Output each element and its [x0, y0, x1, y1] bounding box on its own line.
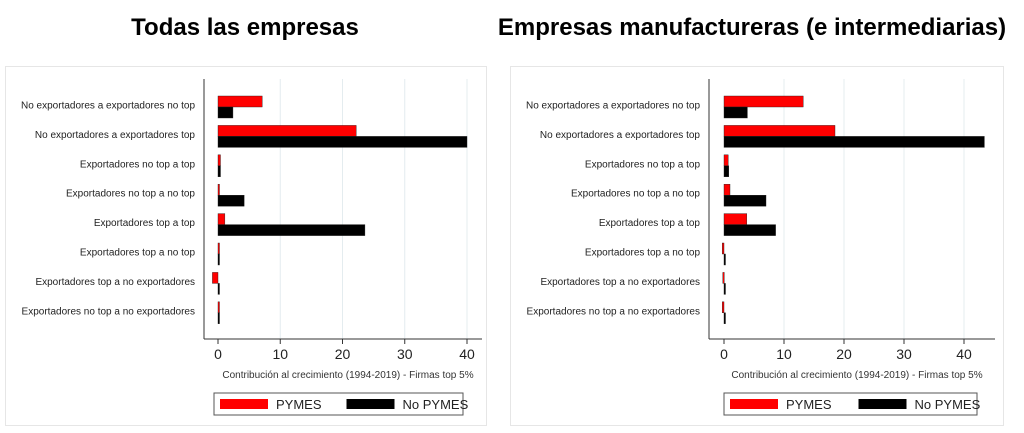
bar-no-pymes	[217, 312, 220, 325]
category-label: Exportadores no top a top	[80, 159, 196, 170]
chart-left: 0 10 20 30 40 Contribución al crecimiento (19…	[21, 79, 482, 416]
x-tick-label: 10	[272, 346, 288, 362]
bar-no-pymes	[723, 312, 726, 325]
category-label: Exportadores no top a no exportadores	[22, 306, 195, 317]
bar-no-pymes	[217, 136, 468, 148]
legend-swatch	[220, 399, 268, 409]
bar-pymes	[723, 154, 729, 167]
category-label: No exportadores a exportadores top	[35, 130, 196, 141]
bar-pymes	[217, 242, 220, 255]
x-tick-label: 20	[335, 346, 351, 362]
bar-pymes	[217, 125, 357, 137]
category-label: Exportadores top a top	[599, 218, 701, 229]
bar-pymes	[212, 272, 219, 284]
category-label: No exportadores a exportadores no top	[526, 101, 700, 112]
bar-no-pymes	[723, 165, 730, 178]
category-label: No exportadores a exportadores top	[540, 130, 701, 141]
bar-pymes	[217, 95, 263, 108]
category-label: Exportadores top a top	[94, 218, 196, 229]
x-axis-label: Contribución al crecimiento (1994-2019) …	[731, 370, 982, 381]
legend	[723, 392, 978, 416]
legend-label: PYMES	[786, 397, 832, 412]
x-tick-label: 0	[720, 346, 728, 362]
category-label: Exportadores top a no top	[80, 248, 196, 259]
x-tick-label: 40	[956, 346, 972, 362]
x-axis-label: Contribución al crecimiento (1994-2019) …	[222, 370, 473, 381]
legend-label: PYMES	[276, 397, 322, 412]
chart-right: 0 10 20 30 40 Contribución al crecimiento (19…	[526, 79, 995, 416]
legend-swatch	[730, 399, 778, 409]
bar-no-pymes	[723, 253, 726, 266]
bar-no-pymes	[217, 165, 221, 178]
legend-label: No PYMES	[915, 397, 981, 412]
category-label: Exportadores top a no top	[585, 248, 701, 259]
x-tick-label: 20	[836, 346, 852, 362]
chart-title-right: Empresas manufactureras (e intermediaria…	[497, 14, 1007, 41]
bar-pymes	[217, 183, 220, 196]
legend-label: No PYMES	[403, 397, 469, 412]
bar-pymes	[721, 242, 725, 255]
bar-no-pymes	[217, 106, 234, 119]
bar-no-pymes	[723, 136, 985, 148]
x-tick-label: 10	[776, 346, 792, 362]
bar-pymes	[723, 125, 836, 137]
x-tick-label: 40	[459, 346, 475, 362]
bar-no-pymes	[217, 224, 366, 236]
category-label: Exportadores no top a top	[585, 159, 701, 170]
bar-no-pymes	[723, 194, 767, 207]
category-label: Exportadores no top a no top	[66, 189, 195, 200]
legend	[213, 392, 464, 416]
x-tick-label: 30	[397, 346, 413, 362]
category-label: Exportadores top a no exportadores	[540, 277, 700, 288]
x-tick-label: 0	[214, 346, 222, 362]
legend-swatch	[858, 399, 907, 409]
bar-no-pymes	[217, 194, 245, 207]
bar-no-pymes	[723, 224, 776, 236]
bar-pymes	[723, 95, 804, 108]
category-label: Exportadores top a no exportadores	[35, 277, 195, 288]
category-label: Exportadores no top a no exportadores	[527, 306, 700, 317]
bar-pymes	[722, 272, 725, 284]
bar-no-pymes	[217, 253, 220, 266]
bar-pymes	[217, 213, 226, 225]
bar-pymes	[721, 301, 725, 314]
chart-panel-right: 0 10 20 30 40 Contribución al crecimiento (19…	[510, 66, 1004, 426]
bar-no-pymes	[723, 106, 748, 119]
chart-panel-left: 0 10 20 30 40 Contribución al crecimiento (19…	[5, 66, 487, 426]
category-label: No exportadores a exportadores no top	[21, 101, 195, 112]
bar-no-pymes	[723, 283, 726, 295]
chart-title-left: Todas las empresas	[131, 14, 359, 41]
bar-pymes	[723, 213, 747, 225]
bar-pymes	[217, 154, 221, 167]
bar-no-pymes	[217, 283, 220, 295]
bar-pymes	[217, 301, 220, 314]
legend-swatch	[346, 399, 395, 409]
bar-pymes	[723, 183, 731, 196]
x-tick-label: 30	[896, 346, 912, 362]
category-label: Exportadores no top a no top	[571, 189, 700, 200]
